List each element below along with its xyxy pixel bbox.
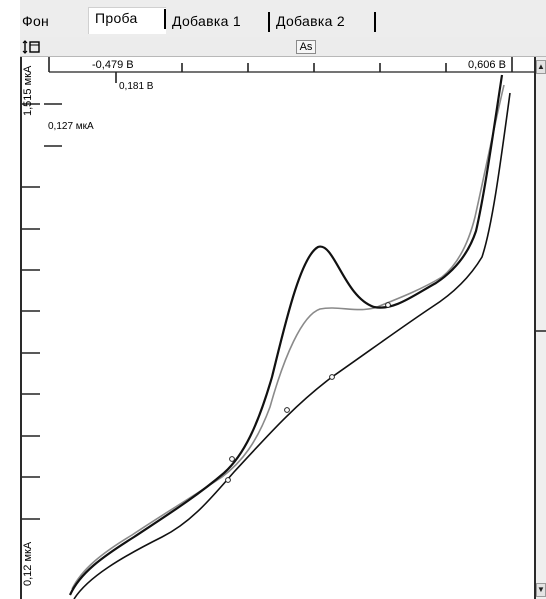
potential-ticks — [48, 57, 513, 83]
current-max-label: 1,515 мкА — [22, 65, 34, 116]
current-cursor-label: 0,127 мкА — [48, 121, 94, 132]
plot-toolbar: As — [0, 37, 546, 57]
potential-end-label: 0,606 В — [468, 59, 506, 71]
current-ticks — [22, 103, 62, 520]
tab-addition-1[interactable]: Добавка 1 — [166, 11, 270, 33]
potential-start-label: -0,479 В — [92, 59, 134, 71]
tab-addition-2[interactable]: Добавка 2 — [270, 11, 376, 33]
scale-toggle-button[interactable] — [22, 40, 48, 54]
left-margin — [0, 0, 20, 599]
vertical-scale-icon — [22, 40, 40, 54]
element-label[interactable]: As — [296, 40, 316, 54]
vertical-scrollbar[interactable]: ▲ ▼ — [536, 57, 546, 599]
voltammogram-plot — [22, 57, 534, 599]
scroll-down-button[interactable]: ▼ — [536, 583, 546, 597]
tab-background[interactable]: Фон — [22, 13, 50, 29]
sample-curve-gray — [71, 84, 505, 590]
scroll-thumb[interactable] — [536, 330, 546, 332]
tab-sample[interactable]: Проба — [88, 7, 166, 34]
scroll-up-button[interactable]: ▲ — [536, 60, 546, 74]
sample-curve-peak — [68, 74, 504, 596]
current-min-label: 0,12 мкА — [22, 541, 34, 586]
baseline-points[interactable] — [225, 302, 391, 483]
tab-bar: Фон Проба Добавка 1 Добавка 2 — [0, 0, 546, 37]
plot-area[interactable]: -0,479 В 0,606 В 0,181 В 0,127 мкА — [20, 57, 536, 599]
potential-cursor-label: 0,181 В — [119, 81, 154, 92]
